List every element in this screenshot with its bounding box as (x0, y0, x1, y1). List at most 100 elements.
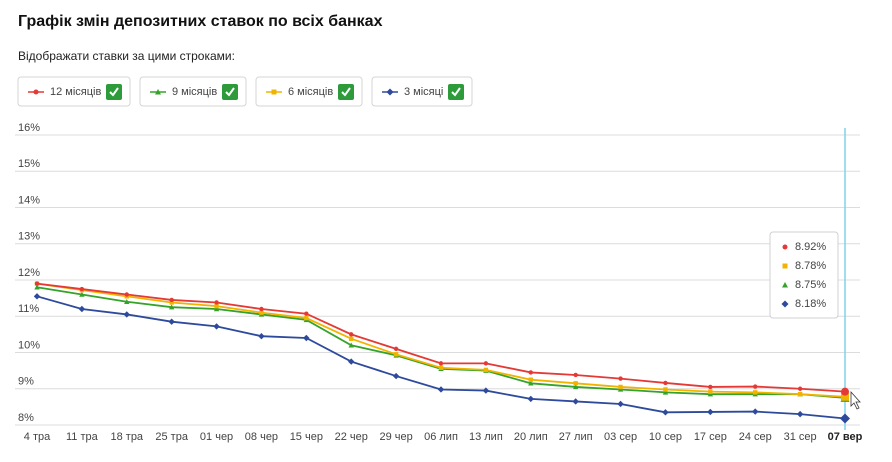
tooltip-label: 8.78% (795, 260, 826, 272)
marker (168, 304, 175, 310)
legend-item[interactable]: 9 місяців (139, 76, 247, 107)
x-tick-label: 17 сер (694, 431, 727, 443)
marker (258, 332, 265, 340)
marker (752, 408, 759, 415)
x-tick-label: 08 чер (245, 431, 278, 443)
x-tick-label: 18 тра (110, 431, 143, 443)
legend-item[interactable]: 12 місяців (17, 76, 131, 107)
marker (393, 352, 399, 357)
legend-label: 12 місяців (50, 86, 101, 98)
x-tick-label: 07 вер (828, 431, 863, 443)
legend-button (139, 76, 247, 107)
x-tick-label: 4 тра (24, 431, 51, 443)
tooltip-label: 8.18% (795, 298, 826, 310)
checkmark (109, 87, 119, 97)
legend-item[interactable]: 3 місяці (371, 76, 473, 107)
marker (618, 376, 623, 381)
legend-button (371, 76, 473, 107)
checkmark (451, 87, 461, 97)
marker (393, 346, 399, 352)
marker (617, 400, 624, 408)
marker (437, 386, 445, 393)
legend-label: 6 місяців (288, 86, 333, 98)
series-line (36, 286, 846, 399)
y-tick-label: 10% (18, 339, 40, 351)
tooltip-label: 8.92% (795, 241, 826, 253)
y-tick-label: 16% (18, 122, 40, 134)
marker (124, 299, 130, 304)
x-tick-label: 20 лип (514, 431, 548, 443)
marker (214, 303, 219, 309)
marker (840, 413, 850, 424)
x-tick-label: 03 сер (604, 431, 637, 443)
marker (841, 392, 849, 401)
marker (169, 297, 174, 303)
marker (707, 408, 714, 416)
marker (572, 398, 579, 405)
cursor (850, 390, 861, 410)
marker (528, 370, 533, 375)
marker (781, 300, 789, 308)
legend-button (255, 76, 363, 107)
x-tick-label: 11 тра (66, 431, 99, 443)
marker (662, 409, 669, 416)
x-tick-label: 01 чер (200, 431, 233, 443)
marker (123, 311, 130, 318)
marker (168, 318, 175, 325)
marker (573, 372, 578, 378)
marker (527, 395, 534, 403)
marker (573, 381, 578, 386)
marker (797, 386, 803, 391)
tooltip-box (769, 231, 839, 319)
marker (782, 263, 788, 269)
subtitle: Відображати ставки за цими строками: (18, 49, 235, 63)
marker (753, 390, 758, 395)
marker (662, 389, 669, 395)
y-tick-label: 14% (18, 194, 40, 206)
marker (124, 292, 129, 297)
marker (213, 306, 220, 312)
marker (349, 336, 354, 341)
marker (303, 334, 310, 342)
marker (753, 384, 758, 389)
marker (304, 315, 309, 321)
marker (782, 282, 788, 288)
marker (348, 342, 354, 348)
x-tick-label: 25 тра (155, 431, 188, 443)
chart-title: Графік змін депозитних ставок по всіх ба… (18, 13, 383, 30)
legend-label: 3 місяці (404, 86, 443, 98)
marker (663, 380, 668, 386)
marker (841, 387, 849, 396)
marker (214, 300, 219, 305)
series-line (36, 295, 846, 420)
marker (617, 386, 624, 392)
marker (392, 372, 400, 380)
marker (259, 306, 264, 312)
x-tick-label: 27 лип (559, 431, 593, 443)
marker (169, 300, 174, 305)
marker (663, 387, 668, 392)
marker (797, 391, 803, 397)
legend-item[interactable]: 6 місяців (255, 76, 363, 107)
marker (572, 384, 579, 390)
series-line (36, 282, 846, 398)
marker (438, 365, 444, 370)
marker (707, 391, 714, 397)
marker (213, 323, 220, 330)
y-tick-label: 9% (18, 376, 34, 388)
y-tick-label: 8% (18, 412, 34, 424)
marker (528, 380, 534, 386)
x-tick-label: 24 сер (739, 431, 772, 443)
marker (438, 361, 444, 366)
marker (386, 88, 394, 96)
y-tick-label: 13% (18, 231, 40, 243)
marker (259, 310, 264, 315)
y-tick-label: 11% (18, 303, 39, 315)
marker (708, 389, 713, 394)
legend-label: 9 місяців (172, 86, 217, 98)
checkmark (341, 87, 351, 97)
marker (79, 291, 85, 297)
x-tick-label: 15 чер (290, 431, 323, 443)
